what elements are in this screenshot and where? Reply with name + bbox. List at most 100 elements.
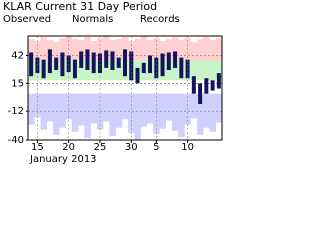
normal-band [109,60,116,81]
record-high-band [90,41,98,61]
chart: KLAR Current 31 Day Period January 2013 … [3,0,223,165]
record-high-band [71,39,79,61]
record-high-band [171,37,179,61]
plot-frame [27,35,223,141]
observed-bar [29,52,34,77]
record-low-band [84,93,91,138]
record-high-band [165,39,173,61]
record-high-band [203,37,210,61]
record-low-band [215,93,223,123]
observed-bar [179,57,184,79]
record-high-band [40,37,48,61]
record-low-band [171,93,179,131]
record-low-band [90,93,98,124]
observed-bar [66,55,71,73]
legend-entry: Observed [3,14,51,25]
normal-band [103,60,110,81]
observed-bar [72,59,77,79]
observed-bar [47,49,52,74]
record-low-band [159,93,166,129]
record-low-band [121,93,129,120]
record-low-band [115,93,123,128]
record-low-band [146,93,154,124]
record-high-band [121,37,129,61]
normal-band [203,60,210,81]
normal-band [84,60,91,81]
observed-bar [97,53,102,74]
record-high-band [128,41,135,61]
observed-bar [110,51,115,70]
x-tick-label: 5 [153,142,159,153]
observed-bar [148,55,153,74]
normal-band [53,60,60,81]
observed-bar [123,49,127,77]
x-tick-label: 10 [181,142,194,153]
observed-bar [135,67,140,84]
record-high-band [190,42,198,61]
observed-bar [210,80,215,91]
record-low-band [46,93,54,122]
observed-bar [191,76,196,94]
observed-bar [173,51,178,68]
record-low-band [190,93,198,119]
record-high-band [28,39,35,61]
record-low-band [78,93,85,126]
record-low-band [140,93,148,127]
record-high-band [159,41,166,61]
record-high-band [134,39,141,61]
observed-bar [91,52,96,74]
normal-band [190,60,198,81]
normal-band [115,60,123,81]
x-tick-label: 25 [94,142,107,153]
record-high-band [115,39,123,61]
y-tick-label: -12 [8,106,24,117]
record-low-band [53,93,60,135]
record-high-band [84,37,91,61]
observed-bar [154,57,159,79]
record-low-band [209,93,217,132]
normal-band [78,60,85,81]
observed-bar [204,78,209,94]
record-low-band [40,93,48,130]
observed-bar [216,73,221,89]
record-low-band [59,93,66,128]
record-high-band [109,40,116,61]
record-low-band [134,93,141,140]
y-tick-label: 42 [11,51,24,62]
observed-bar [141,62,146,74]
observed-bar [198,83,203,104]
record-low-band [65,93,73,120]
x-tick-label: 15 [31,142,44,153]
record-low-band [178,93,185,137]
observed-bar [79,51,84,68]
record-high-band [215,38,223,61]
record-high-band [209,40,217,61]
observed-bar [41,59,46,79]
record-high-band [59,38,66,61]
observed-bar [54,57,59,70]
record-high-band [34,41,41,61]
observed-bar [85,49,90,70]
record-high-band [140,36,148,61]
record-low-band [96,93,104,130]
record-high-band [103,36,110,61]
record-low-band [203,93,210,128]
y-tick-label: 15 [11,78,24,89]
observed-bar [166,52,171,70]
x-tick-label: 30 [125,142,138,153]
observed-bar [60,52,65,77]
y-tick-label: -40 [8,135,24,146]
record-high-band [196,39,204,61]
record-low-band [196,93,204,135]
record-low-band [28,93,35,125]
record-low-band [165,93,173,121]
normal-band [171,60,179,81]
x-tick-label: 20 [62,142,75,153]
x-axis-label: January 2013 [29,154,97,165]
normal-band [209,60,217,81]
observed-bar [104,50,109,68]
legend-entry: Normals [72,14,113,25]
record-high-band [78,40,85,61]
legend-entry: Records [140,14,180,25]
record-low-band [109,93,116,136]
